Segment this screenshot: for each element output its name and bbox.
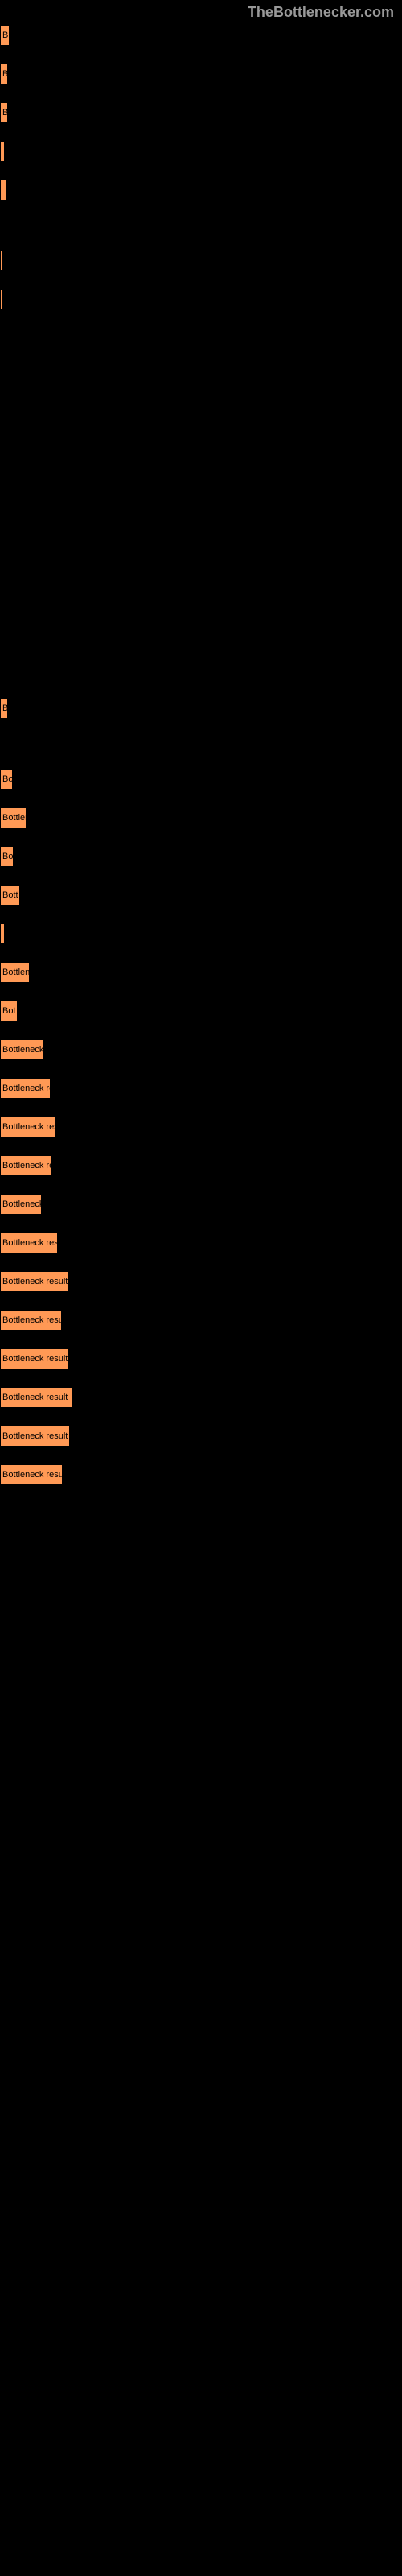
bottleneck-chart: BBBBBoBottlenBoBottBottlenBotBottleneckB…	[0, 25, 402, 1503]
spacer	[0, 47, 402, 64]
spacer	[0, 86, 402, 102]
bottleneck-bar: B	[0, 25, 10, 46]
spacer	[0, 946, 402, 962]
bar-row: Bottleneck result	[0, 1426, 402, 1448]
spacer	[0, 1294, 402, 1310]
spacer	[0, 985, 402, 1001]
bottleneck-bar: Bottleneck result	[0, 1387, 72, 1408]
bottleneck-bar	[0, 141, 5, 162]
bottleneck-bar: Bottleneck result	[0, 1348, 68, 1369]
bottleneck-bar	[0, 289, 3, 310]
bar-row: Bottleneck result	[0, 1348, 402, 1371]
bar-row	[0, 289, 402, 312]
spacer	[0, 1023, 402, 1039]
bottleneck-bar: Bottlen	[0, 962, 30, 983]
spacer	[0, 1139, 402, 1155]
bar-row	[0, 180, 402, 202]
bar-row: B	[0, 698, 402, 720]
bar-row: Bottleneck re	[0, 1155, 402, 1178]
bar-row: Bottlen	[0, 962, 402, 985]
bar-row: Bott	[0, 885, 402, 907]
spacer	[0, 125, 402, 141]
bottleneck-bar: Bottleneck	[0, 1039, 44, 1060]
spacer	[0, 1448, 402, 1464]
bottleneck-bar: Bo	[0, 769, 13, 790]
bottleneck-bar: B	[0, 64, 8, 85]
bar-row: B	[0, 64, 402, 86]
spacer	[0, 1062, 402, 1078]
bottleneck-bar: Bo	[0, 846, 14, 867]
bottleneck-bar: B	[0, 102, 8, 123]
bottleneck-bar	[0, 180, 6, 200]
bar-row: Bottleneck	[0, 1039, 402, 1062]
bar-row: Bottleneck res	[0, 1232, 402, 1255]
spacer	[0, 1332, 402, 1348]
bar-row: Bottleneck res	[0, 1117, 402, 1139]
bar-row: Bottleneck resu	[0, 1310, 402, 1332]
site-header: TheBottlenecker.com	[0, 0, 402, 25]
bottleneck-bar: Bott	[0, 885, 20, 906]
spacer	[0, 791, 402, 807]
spacer	[0, 1178, 402, 1194]
spacer	[0, 720, 402, 769]
spacer	[0, 1255, 402, 1271]
bottleneck-bar: Bottleneck resu	[0, 1310, 62, 1331]
bar-row: Bottleneck resu	[0, 1464, 402, 1487]
bottleneck-bar: Bottleneck resu	[0, 1464, 63, 1485]
bar-row: Bottlen	[0, 807, 402, 830]
bar-row: B	[0, 102, 402, 125]
bottleneck-bar: B	[0, 698, 8, 719]
bottleneck-bar: Bottleneck result	[0, 1271, 68, 1292]
spacer	[0, 830, 402, 846]
bottleneck-bar: Bottleneck res	[0, 1117, 56, 1137]
bar-row: Bot	[0, 1001, 402, 1023]
bar-row: Bottleneck	[0, 1194, 402, 1216]
bar-row: Bo	[0, 846, 402, 869]
bar-row: Bo	[0, 769, 402, 791]
bar-row: Bottleneck result	[0, 1271, 402, 1294]
bottleneck-bar: Bottleneck re	[0, 1078, 51, 1099]
bottleneck-bar: Bottleneck res	[0, 1232, 58, 1253]
spacer	[0, 1371, 402, 1387]
bottleneck-bar: Bottlen	[0, 807, 27, 828]
bottleneck-bar: Bottleneck result	[0, 1426, 70, 1447]
bottleneck-bar	[0, 923, 5, 944]
bar-row: Bottleneck result	[0, 1387, 402, 1410]
bottleneck-bar: Bottleneck re	[0, 1155, 52, 1176]
spacer	[0, 869, 402, 885]
bottleneck-bar	[0, 250, 3, 271]
spacer	[0, 1216, 402, 1232]
spacer	[0, 273, 402, 289]
spacer	[0, 202, 402, 250]
spacer	[0, 1487, 402, 1503]
bar-row: B	[0, 25, 402, 47]
bar-row	[0, 141, 402, 163]
spacer	[0, 1100, 402, 1117]
bar-row	[0, 923, 402, 946]
bottleneck-bar: Bot	[0, 1001, 18, 1022]
spacer	[0, 163, 402, 180]
bar-row: Bottleneck re	[0, 1078, 402, 1100]
bottleneck-bar: Bottleneck	[0, 1194, 42, 1215]
bar-row	[0, 250, 402, 273]
spacer	[0, 1410, 402, 1426]
spacer	[0, 312, 402, 698]
spacer	[0, 907, 402, 923]
